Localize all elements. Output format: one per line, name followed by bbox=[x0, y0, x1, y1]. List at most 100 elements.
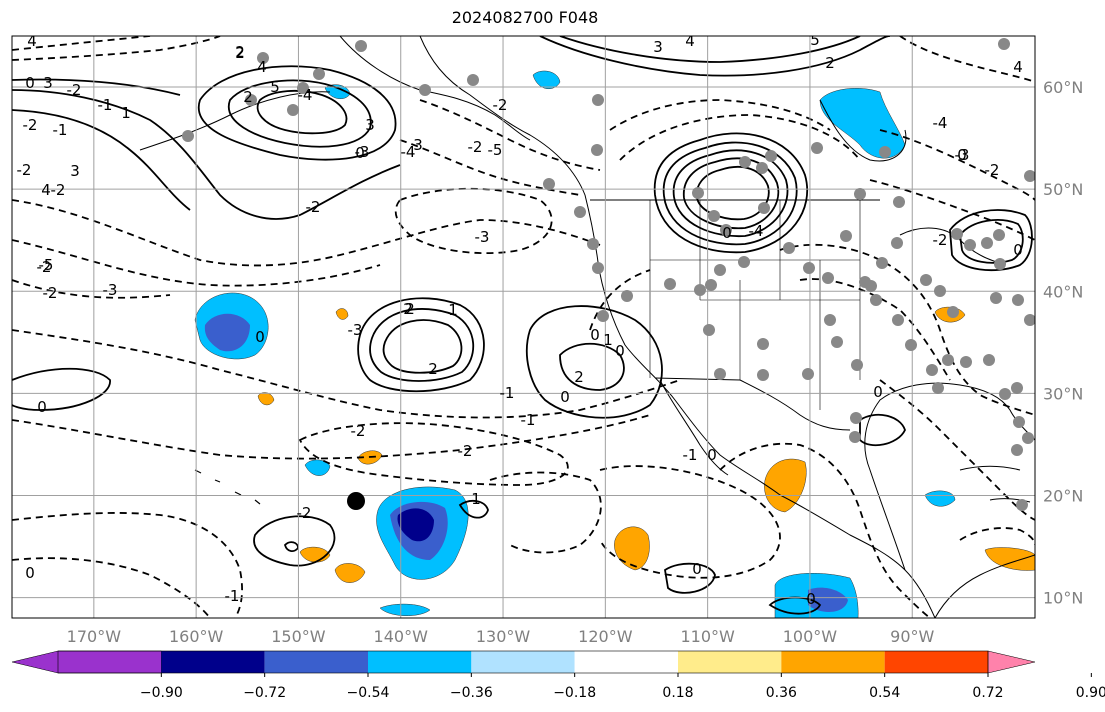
station-marker bbox=[692, 187, 704, 199]
contour-label: 0 bbox=[25, 74, 35, 92]
station-marker bbox=[355, 40, 367, 52]
station-marker bbox=[664, 278, 676, 290]
colorbar-arrow-left bbox=[11, 650, 162, 674]
contour-label: -4 bbox=[749, 222, 764, 240]
solid-contour bbox=[526, 305, 663, 419]
storm-position-marker bbox=[347, 492, 365, 510]
dashed-contour bbox=[959, 527, 1035, 546]
station-marker bbox=[756, 162, 768, 174]
contour-label: -2 bbox=[351, 422, 366, 440]
contour-label: -5 bbox=[39, 256, 54, 274]
contour-label: 5 bbox=[270, 78, 280, 96]
contour-label: 3 bbox=[70, 162, 80, 180]
station-marker bbox=[757, 338, 769, 350]
station-marker bbox=[999, 388, 1011, 400]
contour-label: 0 bbox=[615, 342, 625, 360]
contour-label: 4 bbox=[1013, 58, 1023, 76]
station-marker bbox=[1016, 499, 1028, 511]
contour-label: 0 bbox=[806, 590, 816, 608]
contour-label: -2 bbox=[51, 181, 66, 199]
north-america-coastline bbox=[419, 36, 936, 618]
solid-contour bbox=[539, 36, 891, 77]
latitude-label: 10°N bbox=[1043, 589, 1083, 608]
dashed-contour bbox=[779, 243, 1035, 416]
dashed-contour bbox=[489, 471, 602, 554]
solid-contour bbox=[768, 596, 822, 615]
dashed-contour bbox=[899, 36, 1035, 83]
station-marker bbox=[543, 178, 555, 190]
colorbar-segment bbox=[678, 651, 782, 673]
station-marker bbox=[705, 279, 717, 291]
solid-contour bbox=[559, 36, 861, 63]
station-marker bbox=[621, 290, 633, 302]
colorbar-segment bbox=[161, 651, 265, 673]
contour-label: 2 bbox=[403, 300, 413, 318]
station-marker bbox=[1011, 444, 1023, 456]
shaded-region bbox=[204, 313, 250, 352]
station-marker bbox=[850, 412, 862, 424]
longitude-label: 100°W bbox=[783, 627, 838, 646]
contour-label: 0 bbox=[873, 383, 883, 401]
map-frame bbox=[11, 35, 1036, 619]
shaded-region bbox=[924, 490, 956, 507]
contour-label: 4 bbox=[257, 58, 267, 76]
alaska-coastline bbox=[339, 36, 531, 141]
longitude-label: 160°W bbox=[169, 627, 224, 646]
station-marker bbox=[245, 94, 257, 106]
colorbar-segment bbox=[781, 651, 885, 673]
shaded-region bbox=[764, 458, 807, 513]
contour-label: -2 bbox=[17, 161, 32, 179]
contour-label: 4 bbox=[685, 32, 695, 50]
station-marker bbox=[597, 310, 609, 322]
colorbar-arrow-right bbox=[987, 650, 1036, 674]
contour-label: 0 bbox=[355, 144, 365, 162]
contour-label: 2 bbox=[405, 300, 415, 318]
colorbar-segment bbox=[471, 651, 575, 673]
latitude-label: 60°N bbox=[1043, 78, 1083, 97]
contour-label: 4 bbox=[27, 32, 37, 50]
station-marker bbox=[803, 262, 815, 274]
dashed-contour bbox=[12, 36, 221, 61]
solid-contour bbox=[12, 367, 111, 411]
contour-label: -2 bbox=[933, 231, 948, 249]
station-marker bbox=[981, 237, 993, 249]
latitude-labels: 60°N 50°N 40°N 30°N 20°N 10°N bbox=[1043, 78, 1083, 608]
contour-label: -2 bbox=[67, 81, 82, 99]
station-marker bbox=[1024, 314, 1035, 326]
colorbar-tick-label: −0.18 bbox=[553, 685, 596, 701]
latitude-label: 30°N bbox=[1043, 384, 1083, 403]
dashed-contour bbox=[599, 465, 781, 579]
shaded-region bbox=[397, 508, 434, 542]
station-marker bbox=[879, 146, 891, 158]
station-marker bbox=[854, 188, 866, 200]
gulf-coastline bbox=[864, 382, 1035, 571]
map-title: 2024082700 F048 bbox=[451, 8, 599, 27]
solid-contour bbox=[949, 209, 1033, 272]
shaded-region bbox=[808, 587, 848, 612]
colorbar bbox=[11, 650, 1036, 674]
station-marker bbox=[865, 280, 877, 292]
solid-contour bbox=[653, 132, 809, 254]
solid-contour bbox=[458, 499, 489, 519]
station-marker bbox=[849, 431, 861, 443]
station-marker bbox=[708, 210, 720, 222]
contour-label: -2 bbox=[493, 96, 508, 114]
shaded-region bbox=[304, 459, 331, 476]
contour-label: -3 bbox=[355, 143, 370, 161]
station-marker bbox=[714, 264, 726, 276]
station-marker bbox=[892, 314, 904, 326]
solid-contour bbox=[12, 78, 181, 96]
contour-label: 2 bbox=[243, 88, 253, 106]
contour-label: -3 bbox=[475, 228, 490, 246]
contour-label: 0 bbox=[255, 328, 265, 346]
station-marker bbox=[720, 224, 732, 236]
dashed-contour bbox=[12, 36, 151, 51]
hawaii-islands bbox=[194, 469, 261, 505]
colorbar-tick-label: −0.72 bbox=[243, 685, 286, 701]
contour-label: -2 bbox=[468, 138, 483, 156]
latitude-label: 20°N bbox=[1043, 486, 1083, 505]
station-marker bbox=[905, 339, 917, 351]
contour-label: 1 bbox=[121, 104, 131, 122]
longitude-label: 170°W bbox=[67, 627, 122, 646]
contour-label: -1 bbox=[53, 121, 68, 139]
